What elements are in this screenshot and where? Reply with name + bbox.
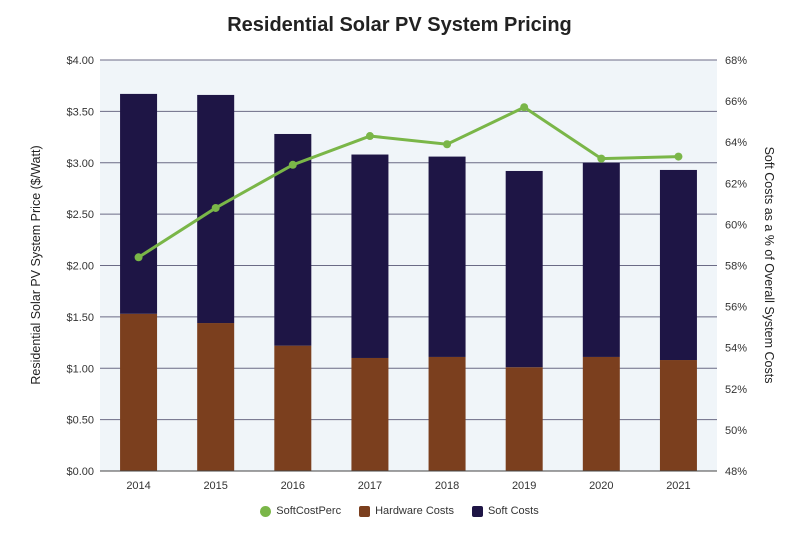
axis-layer: $0.00 $0.50 $1.00 $1.50 $2.00 $2.50 $3.00 $3.50…	[66, 55, 747, 492]
y-axis-label: Residential Solar PV System Price ($/Wat…	[29, 145, 43, 384]
x-tick-label: 2020	[589, 480, 613, 492]
legend-label: SoftCostPerc	[276, 505, 342, 517]
y2-tick-label: 54%	[725, 343, 747, 355]
legend-item[interactable]: Soft Costs	[471, 505, 539, 517]
chart-title: Residential Solar PV System Pricing	[227, 14, 572, 36]
legend-swatch	[359, 505, 371, 517]
y-tick-label: $1.00	[66, 363, 94, 375]
x-tick-label: 2018	[435, 480, 459, 492]
soft-costs-bar	[505, 170, 543, 368]
y-tick-label: $3.50	[66, 106, 94, 118]
softcostperc-point	[365, 132, 374, 141]
hardware-costs-bar	[351, 357, 389, 471]
bar-layer	[120, 93, 697, 471]
x-tick-label: 2015	[203, 480, 227, 492]
softcostperc-point	[211, 203, 220, 212]
softcostperc-point	[674, 152, 683, 161]
y2-tick-label: 68%	[725, 55, 747, 67]
legend: SoftCostPerc Hardware Costs Soft Costs	[0, 505, 799, 517]
softcostperc-point	[520, 103, 529, 112]
legend-item[interactable]: SoftCostPerc	[260, 505, 341, 517]
softcostperc-point	[288, 160, 297, 169]
hardware-costs-bar	[274, 345, 312, 471]
x-tick-label: 2016	[281, 480, 305, 492]
x-tick-label: 2017	[358, 480, 382, 492]
legend-label: Hardware Costs	[375, 505, 454, 517]
y-tick-label: $4.00	[66, 55, 94, 67]
legend-swatch	[471, 505, 483, 517]
softcostperc-point	[443, 140, 452, 149]
y-tick-label: $2.50	[66, 209, 94, 221]
hardware-costs-bar	[120, 313, 158, 471]
soft-costs-bar	[120, 93, 158, 314]
hardware-costs-bar	[428, 356, 466, 471]
softcostperc-point	[134, 253, 143, 262]
line-layer	[134, 103, 683, 262]
y-tick-label: $0.00	[66, 466, 94, 478]
y-tick-label: $0.50	[66, 415, 94, 427]
y2-tick-label: 64%	[725, 137, 747, 149]
legend-label: Soft Costs	[487, 505, 539, 517]
hardware-costs-bar	[659, 360, 697, 471]
soft-costs-bar	[274, 133, 312, 346]
y2-tick-label: 50%	[725, 425, 747, 437]
y-tick-label: $1.50	[66, 312, 94, 324]
hardware-costs-bar	[582, 356, 620, 471]
soft-costs-bar	[582, 162, 620, 357]
y-tick-label: $2.00	[66, 261, 94, 273]
legend-swatch	[260, 505, 272, 517]
softcostperc-line	[137, 105, 679, 259]
y2-axis-label: Soft Costs as a % of Overall System Cost…	[762, 147, 776, 384]
hardware-costs-bar	[197, 323, 235, 471]
y2-tick-label: 48%	[725, 466, 747, 478]
y2-tick-label: 60%	[725, 219, 747, 231]
soft-costs-bar	[428, 156, 466, 357]
x-tick-label: 2021	[666, 480, 690, 492]
soft-costs-bar	[659, 169, 697, 361]
y-tick-label: $3.00	[66, 158, 94, 170]
hardware-costs-bar	[505, 367, 543, 471]
soft-costs-bar	[351, 154, 389, 358]
y2-tick-label: 56%	[725, 302, 747, 314]
legend-item[interactable]: Hardware Costs	[359, 505, 454, 517]
x-tick-label: 2019	[512, 480, 536, 492]
y2-tick-label: 62%	[725, 178, 747, 190]
y2-tick-label: 66%	[725, 96, 747, 108]
x-tick-label: 2014	[126, 480, 150, 492]
softcostperc-point	[597, 154, 606, 163]
y2-tick-label: 58%	[725, 261, 747, 273]
y2-tick-label: 52%	[725, 384, 747, 396]
